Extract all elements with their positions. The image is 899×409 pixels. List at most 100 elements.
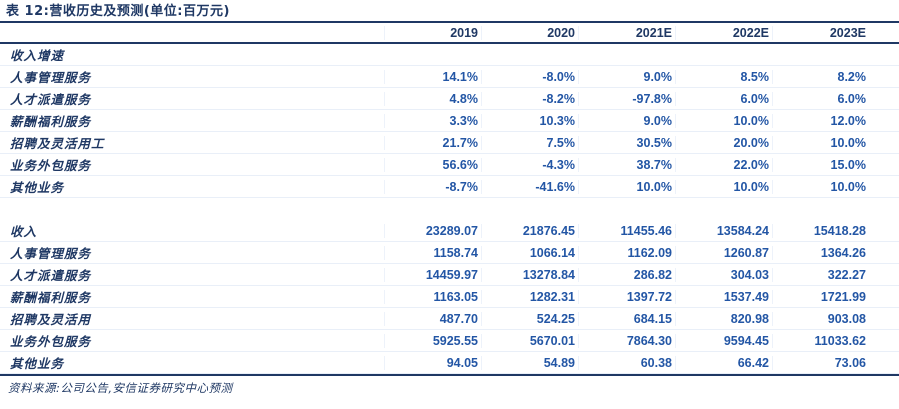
cell-value: 1397.72: [578, 289, 675, 304]
column-header-2020: 2020: [481, 25, 578, 40]
cell-value: 38.7%: [578, 157, 675, 172]
cell-value: 5925.55: [384, 333, 481, 348]
cell-value: 6.0%: [772, 91, 899, 106]
cell-value: 684.15: [578, 311, 675, 326]
cell-value: -8.0%: [481, 69, 578, 84]
cell-value: 11455.46: [578, 223, 675, 238]
cell-value: 8.5%: [675, 69, 772, 84]
cell-value: 66.42: [675, 355, 772, 370]
cell-value: 30.5%: [578, 135, 675, 150]
section-header-row: 收入增速: [0, 44, 899, 66]
table-row: 招聘及灵活用 487.70 524.25 684.15 820.98 903.08: [0, 308, 899, 330]
cell-value: 1721.99: [772, 289, 899, 304]
row-label: 薪酬福利服务: [10, 114, 92, 129]
cell-value: 11033.62: [772, 333, 899, 348]
cell-value: 13278.84: [481, 267, 578, 282]
cell-value: 10.0%: [578, 179, 675, 194]
cell-value: 524.25: [481, 311, 578, 326]
cell-value: 286.82: [578, 267, 675, 282]
row-label: 人才派遣服务: [10, 92, 92, 107]
cell-value: 12.0%: [772, 113, 899, 128]
table-row: 其他业务 94.05 54.89 60.38 66.42 73.06: [0, 352, 899, 374]
cell-value: 1163.05: [384, 289, 481, 304]
table-row: 人事管理服务 14.1% -8.0% 9.0% 8.5% 8.2%: [0, 66, 899, 88]
cell-value: 13584.24: [675, 223, 772, 238]
row-label: 人事管理服务: [10, 246, 92, 261]
cell-value: 820.98: [675, 311, 772, 326]
cell-value: -4.3%: [481, 157, 578, 172]
row-label: 业务外包服务: [10, 158, 92, 173]
row-label: 收入: [10, 224, 38, 239]
cell-value: 15.0%: [772, 157, 899, 172]
table-row: 收入 23289.07 21876.45 11455.46 13584.24 15418.…: [0, 220, 899, 242]
cell-value: 6.0%: [675, 91, 772, 106]
table-row: 招聘及灵活用工 21.7% 7.5% 30.5% 20.0% 10.0%: [0, 132, 899, 154]
table-header-row: 2019 2020 2021E 2022E 2023E: [0, 23, 899, 44]
cell-value: 1537.49: [675, 289, 772, 304]
cell-value: 20.0%: [675, 135, 772, 150]
cell-value: 56.6%: [384, 157, 481, 172]
cell-value: 10.3%: [481, 113, 578, 128]
row-label: 薪酬福利服务: [10, 290, 92, 305]
cell-value: 10.0%: [675, 113, 772, 128]
cell-value: 15418.28: [772, 223, 899, 238]
row-label: 人事管理服务: [10, 70, 92, 85]
cell-value: -41.6%: [481, 179, 578, 194]
cell-value: 3.3%: [384, 113, 481, 128]
table-row: 人才派遣服务 4.8% -8.2% -97.8% 6.0% 6.0%: [0, 88, 899, 110]
cell-value: 1364.26: [772, 245, 899, 260]
row-label: 招聘及灵活用: [10, 312, 92, 327]
table-row: 人事管理服务 1158.74 1066.14 1162.09 1260.87 1364.2…: [0, 242, 899, 264]
cell-value: 73.06: [772, 355, 899, 370]
cell-value: 1162.09: [578, 245, 675, 260]
row-label: 其他业务: [10, 356, 65, 371]
cell-value: 322.27: [772, 267, 899, 282]
cell-value: 304.03: [675, 267, 772, 282]
cell-value: 10.0%: [772, 179, 899, 194]
table-row: 业务外包服务 5925.55 5670.01 7864.30 9594.45 11033.…: [0, 330, 899, 352]
cell-value: 903.08: [772, 311, 899, 326]
table-row: 薪酬福利服务 1163.05 1282.31 1397.72 1537.49 1721.9…: [0, 286, 899, 308]
cell-value: 7864.30: [578, 333, 675, 348]
cell-value: 5670.01: [481, 333, 578, 348]
cell-value: 22.0%: [675, 157, 772, 172]
table-row: 其他业务 -8.7% -41.6% 10.0% 10.0% 10.0%: [0, 176, 899, 198]
column-header-2023e: 2023E: [772, 25, 899, 40]
cell-value: 1066.14: [481, 245, 578, 260]
cell-value: 14459.97: [384, 267, 481, 282]
cell-value: 4.8%: [384, 91, 481, 106]
table-row: 业务外包服务 56.6% -4.3% 38.7% 22.0% 15.0%: [0, 154, 899, 176]
table-row: 人才派遣服务 14459.97 13278.84 286.82 304.03 322.27: [0, 264, 899, 286]
row-label: 人才派遣服务: [10, 268, 92, 283]
cell-value: 1260.87: [675, 245, 772, 260]
cell-value: 21876.45: [481, 223, 578, 238]
row-label: 招聘及灵活用工: [10, 136, 105, 151]
table-title: 表 12:营收历史及预测(单位:百万元): [0, 0, 899, 23]
cell-value: 1158.74: [384, 245, 481, 260]
cell-value: -8.7%: [384, 179, 481, 194]
cell-value: 10.0%: [772, 135, 899, 150]
cell-value: 23289.07: [384, 223, 481, 238]
cell-value: 487.70: [384, 311, 481, 326]
cell-value: 8.2%: [772, 69, 899, 84]
spacer-row: [0, 198, 899, 220]
table-row: 薪酬福利服务 3.3% 10.3% 9.0% 10.0% 12.0%: [0, 110, 899, 132]
row-label: 收入增速: [10, 48, 65, 63]
cell-value: 54.89: [481, 355, 578, 370]
cell-value: 1282.31: [481, 289, 578, 304]
row-label: 其他业务: [10, 180, 65, 195]
cell-value: 21.7%: [384, 135, 481, 150]
cell-value: 9.0%: [578, 113, 675, 128]
row-label: 业务外包服务: [10, 334, 92, 349]
cell-value: -8.2%: [481, 91, 578, 106]
table-body: 收入增速 人事管理服务 14.1% -8.0% 9.0% 8.5% 8.2% 人才派遣服务 4.…: [0, 44, 899, 374]
cell-value: 14.1%: [384, 69, 481, 84]
cell-value: -97.8%: [578, 91, 675, 106]
column-header-2021e: 2021E: [578, 25, 675, 40]
cell-value: 7.5%: [481, 135, 578, 150]
source-note: 资料来源:公司公告,安信证券研究中心预测: [8, 381, 233, 395]
cell-value: 9.0%: [578, 69, 675, 84]
revenue-forecast-table-page: 表 12:营收历史及预测(单位:百万元) 2019 2020 2021E 202…: [0, 0, 899, 395]
cell-value: 60.38: [578, 355, 675, 370]
column-header-2022e: 2022E: [675, 25, 772, 40]
